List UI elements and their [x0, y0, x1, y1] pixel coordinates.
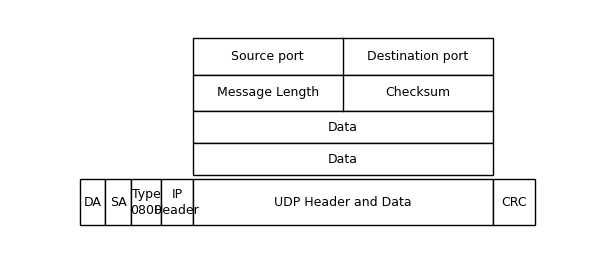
Text: CRC: CRC	[501, 196, 527, 209]
FancyBboxPatch shape	[193, 38, 493, 75]
Text: Data: Data	[328, 153, 358, 166]
Text: SA: SA	[110, 196, 127, 209]
Text: IP
Header: IP Header	[154, 187, 200, 217]
FancyBboxPatch shape	[161, 179, 193, 225]
Text: UDP Header and Data: UDP Header and Data	[274, 196, 412, 209]
FancyBboxPatch shape	[105, 179, 131, 225]
Text: DA: DA	[83, 196, 101, 209]
Text: Type
0800: Type 0800	[130, 187, 162, 217]
FancyBboxPatch shape	[193, 111, 493, 143]
FancyBboxPatch shape	[493, 179, 535, 225]
Text: Destination port: Destination port	[367, 50, 468, 63]
Text: Source port: Source port	[232, 50, 304, 63]
FancyBboxPatch shape	[193, 179, 493, 225]
Text: Message Length: Message Length	[217, 86, 319, 99]
FancyBboxPatch shape	[80, 179, 105, 225]
Text: Checksum: Checksum	[385, 86, 450, 99]
FancyBboxPatch shape	[193, 143, 493, 175]
FancyBboxPatch shape	[131, 179, 161, 225]
FancyBboxPatch shape	[193, 75, 493, 111]
Text: Data: Data	[328, 121, 358, 133]
